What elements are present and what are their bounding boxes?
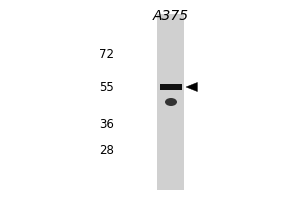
Text: 36: 36 <box>99 117 114 130</box>
Text: 28: 28 <box>99 144 114 156</box>
Text: 72: 72 <box>99 47 114 60</box>
Bar <box>160 84 182 90</box>
Ellipse shape <box>165 98 177 106</box>
Bar <box>158 14 184 190</box>
Text: 55: 55 <box>99 81 114 94</box>
Text: A375: A375 <box>153 9 189 23</box>
Polygon shape <box>186 82 197 92</box>
